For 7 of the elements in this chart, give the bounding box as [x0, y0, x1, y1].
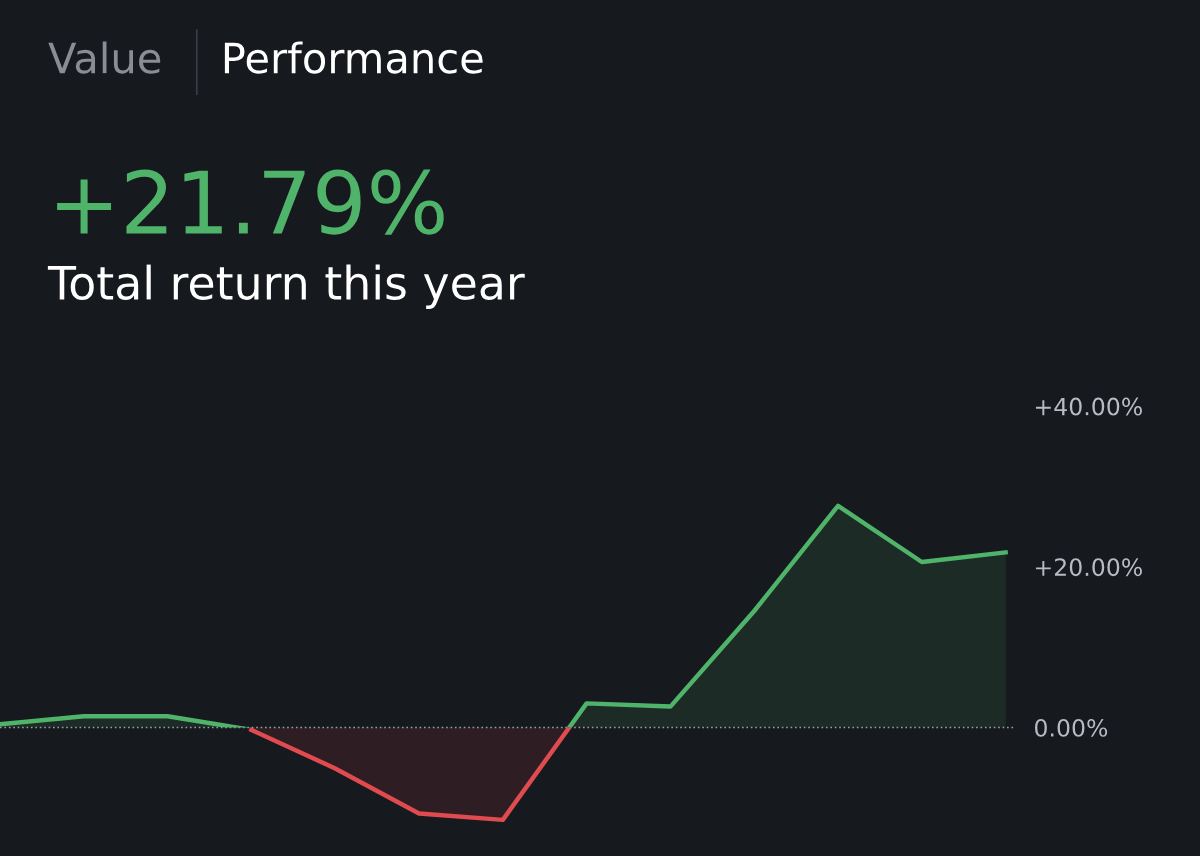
- y-tick-label: +20.00%: [1035, 558, 1142, 577]
- y-tick-label: +40.00%: [1035, 397, 1142, 416]
- text: Value: [48, 41, 161, 74]
- chart-subtitle: Total return this year: [47, 264, 525, 309]
- text: Performance: [224, 41, 483, 74]
- chart-title: +21.79%: [57, 169, 444, 235]
- y-tick-label: 0.00%: [1035, 718, 1108, 737]
